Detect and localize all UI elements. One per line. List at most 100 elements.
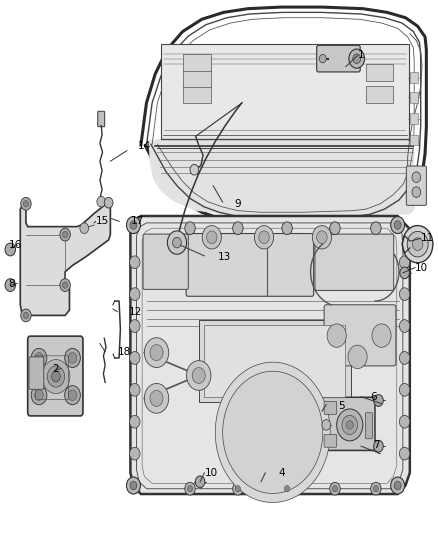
Circle shape xyxy=(282,482,292,495)
Circle shape xyxy=(65,349,80,368)
FancyBboxPatch shape xyxy=(98,111,105,127)
Circle shape xyxy=(312,225,332,249)
Text: 10: 10 xyxy=(205,468,218,478)
Circle shape xyxy=(130,415,140,428)
FancyBboxPatch shape xyxy=(410,92,418,103)
Text: 1: 1 xyxy=(357,51,364,60)
Text: 14: 14 xyxy=(138,141,151,151)
Circle shape xyxy=(394,481,401,490)
Circle shape xyxy=(374,394,383,406)
Text: 5: 5 xyxy=(338,401,345,411)
Circle shape xyxy=(150,390,163,406)
Circle shape xyxy=(104,197,113,208)
Circle shape xyxy=(80,223,88,233)
Circle shape xyxy=(233,482,243,495)
Text: 4: 4 xyxy=(279,468,285,478)
Circle shape xyxy=(130,288,140,301)
Circle shape xyxy=(399,256,410,269)
Circle shape xyxy=(150,345,163,361)
Polygon shape xyxy=(20,201,110,316)
Circle shape xyxy=(185,482,195,495)
FancyBboxPatch shape xyxy=(365,413,372,439)
FancyBboxPatch shape xyxy=(183,54,211,71)
Text: 10: 10 xyxy=(415,263,428,272)
Circle shape xyxy=(23,312,28,319)
Text: 17: 17 xyxy=(131,216,144,227)
Polygon shape xyxy=(148,139,415,217)
Circle shape xyxy=(42,360,70,393)
Circle shape xyxy=(190,165,199,175)
Circle shape xyxy=(130,221,137,229)
Circle shape xyxy=(223,371,323,494)
Circle shape xyxy=(130,447,140,460)
Circle shape xyxy=(403,225,433,263)
Circle shape xyxy=(353,54,360,63)
Circle shape xyxy=(130,256,140,269)
Circle shape xyxy=(399,415,410,428)
Circle shape xyxy=(373,486,378,492)
Circle shape xyxy=(65,385,80,405)
Circle shape xyxy=(412,172,421,182)
Circle shape xyxy=(167,231,187,254)
Text: 18: 18 xyxy=(117,346,131,357)
Circle shape xyxy=(399,383,410,396)
Text: 11: 11 xyxy=(421,233,434,244)
FancyBboxPatch shape xyxy=(410,135,418,146)
Circle shape xyxy=(127,216,141,233)
Text: 6: 6 xyxy=(370,392,376,402)
Circle shape xyxy=(371,482,381,495)
Circle shape xyxy=(319,54,326,63)
Circle shape xyxy=(60,228,71,241)
FancyBboxPatch shape xyxy=(29,357,44,389)
Circle shape xyxy=(31,349,47,368)
Circle shape xyxy=(337,409,363,441)
Circle shape xyxy=(127,477,141,494)
Circle shape xyxy=(371,222,381,235)
Text: 15: 15 xyxy=(95,216,109,227)
Circle shape xyxy=(391,216,405,233)
Circle shape xyxy=(394,221,401,229)
Circle shape xyxy=(63,231,68,238)
Circle shape xyxy=(235,486,240,492)
FancyBboxPatch shape xyxy=(199,320,351,402)
Circle shape xyxy=(130,352,140,365)
FancyBboxPatch shape xyxy=(366,64,393,82)
Circle shape xyxy=(233,222,243,235)
Circle shape xyxy=(254,225,274,249)
Circle shape xyxy=(5,243,15,256)
Circle shape xyxy=(399,320,410,333)
Circle shape xyxy=(185,222,195,235)
Circle shape xyxy=(412,187,421,197)
Circle shape xyxy=(5,279,15,292)
Circle shape xyxy=(145,383,169,413)
Circle shape xyxy=(330,482,340,495)
Circle shape xyxy=(195,476,205,488)
FancyBboxPatch shape xyxy=(183,86,211,103)
FancyBboxPatch shape xyxy=(321,397,375,450)
Circle shape xyxy=(145,338,169,368)
Circle shape xyxy=(187,361,211,390)
Polygon shape xyxy=(161,44,409,139)
FancyBboxPatch shape xyxy=(186,233,314,296)
Circle shape xyxy=(262,419,283,446)
Circle shape xyxy=(207,231,217,244)
Circle shape xyxy=(192,368,205,383)
Text: 13: 13 xyxy=(217,253,231,262)
Circle shape xyxy=(97,196,106,207)
FancyBboxPatch shape xyxy=(366,86,393,103)
Circle shape xyxy=(202,225,221,249)
FancyBboxPatch shape xyxy=(324,401,337,414)
FancyBboxPatch shape xyxy=(410,72,418,83)
Circle shape xyxy=(332,486,338,492)
Circle shape xyxy=(47,366,65,387)
Circle shape xyxy=(330,222,340,235)
Circle shape xyxy=(327,324,346,348)
Circle shape xyxy=(399,352,410,365)
Circle shape xyxy=(348,345,367,368)
Circle shape xyxy=(35,390,43,400)
FancyBboxPatch shape xyxy=(205,325,345,397)
Circle shape xyxy=(282,222,292,235)
Circle shape xyxy=(252,407,293,458)
Circle shape xyxy=(60,279,71,292)
Polygon shape xyxy=(131,216,410,494)
